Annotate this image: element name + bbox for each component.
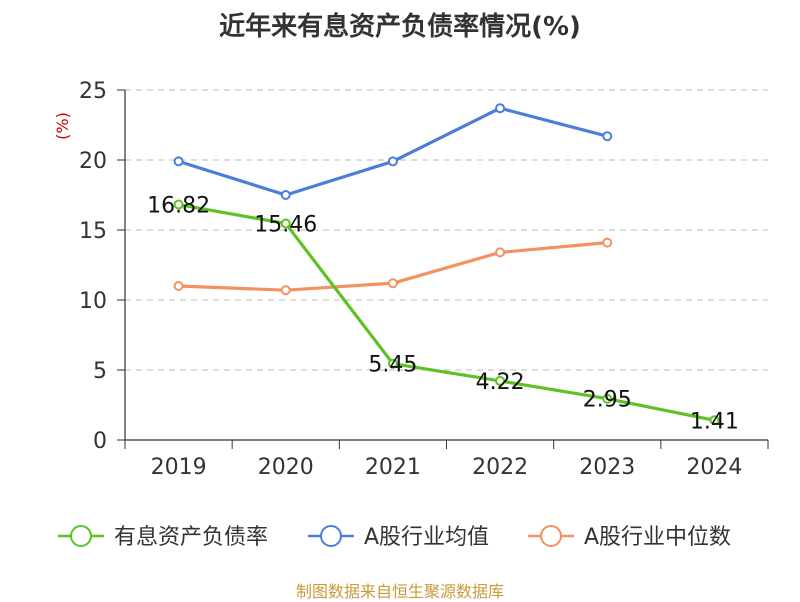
data-point [709,415,720,426]
legend-label: A股行业均值 [364,525,489,550]
x-tick-label: 2019 [151,455,207,480]
data-point [280,285,291,296]
chart-title: 近年来有息资产负债率情况(%) [219,12,581,42]
y-axis-label: (%) [53,112,72,140]
data-point [602,393,613,404]
x-tick-label: 2021 [365,455,421,480]
y-tick-label: 10 [79,289,107,314]
y-tick-label: 5 [93,359,107,384]
legend-item: A股行业中位数 [528,525,731,550]
legend-marker [70,525,92,547]
data-label: 4.22 [476,370,525,395]
x-tick-label: 2023 [579,455,635,480]
data-point [280,218,291,229]
data-label: 15.46 [254,213,317,238]
legend-item: 有息资产负债率 [58,525,268,550]
data-point [387,278,398,289]
y-tick-label: 25 [79,79,107,104]
data-point [495,247,506,258]
x-tick-label: 2024 [686,455,742,480]
data-point [387,156,398,167]
legend-label: 有息资产负债率 [114,525,268,550]
legend-item: A股行业均值 [308,525,489,550]
data-point [173,199,184,210]
legend-marker [320,525,342,547]
data-label: 2.95 [583,388,632,413]
data-labels: 16.82 15.46 5.45 4.22 2.95 1.41 [147,194,739,435]
legend-marker [540,525,562,547]
y-tick-label: 0 [93,429,107,454]
data-point [173,281,184,291]
data-point [602,237,613,248]
x-tick-label: 2022 [472,455,528,480]
data-point [387,358,398,369]
data-point [280,190,291,200]
data-label: 1.41 [690,409,739,434]
data-label: 16.82 [147,194,210,219]
data-label: 5.45 [368,353,417,378]
y-tick-label: 20 [79,149,107,174]
source-note: 制图数据来自恒生聚源数据库 [295,582,504,601]
x-tick-label: 2020 [258,455,314,480]
legend: 有息资产负债率 A股行业均值 A股行业中位数 [58,525,731,550]
data-point [495,103,506,114]
data-point [173,156,184,167]
series-line [178,106,608,197]
series-line [178,202,715,422]
series-layer [173,103,720,426]
axes: 0 5 10 15 20 25 2019 2020 2021 2022 2023 2024 [79,79,769,480]
data-point [495,375,506,386]
y-tick-label: 15 [79,219,107,244]
data-point [602,131,613,142]
grid-lines [125,89,768,371]
legend-label: A股行业中位数 [584,525,731,550]
